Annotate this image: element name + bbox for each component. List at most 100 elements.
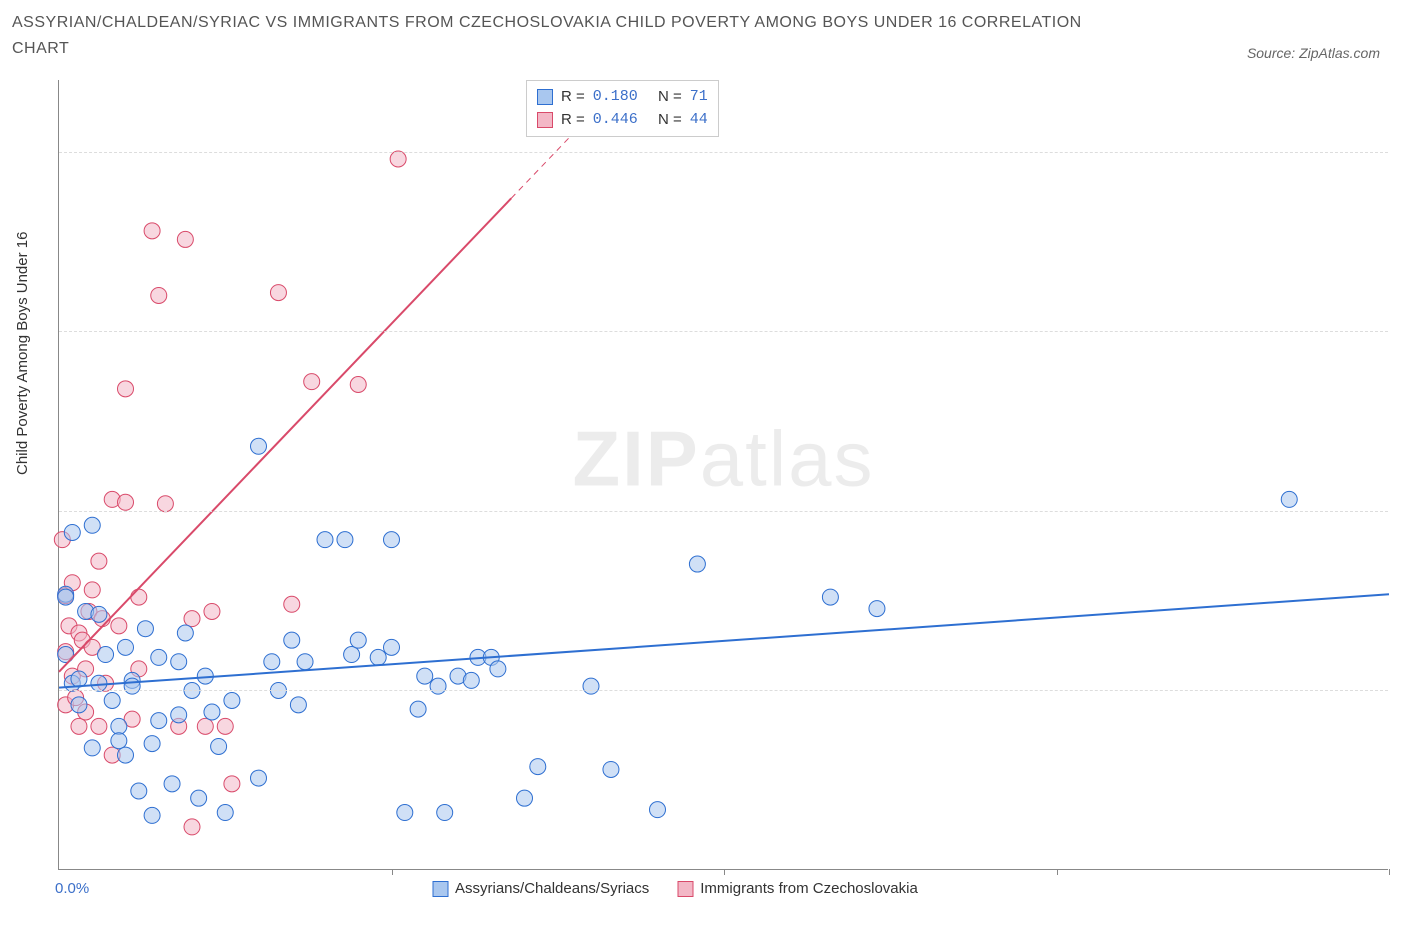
data-point [417, 668, 433, 684]
data-point [251, 770, 267, 786]
data-point [84, 517, 100, 533]
legend-item-series1: Assyrians/Chaldeans/Syriacs [432, 880, 649, 897]
data-point [91, 606, 107, 622]
data-point [98, 647, 114, 663]
data-point [171, 654, 187, 670]
data-point [517, 790, 533, 806]
data-point [350, 377, 366, 393]
data-point [177, 625, 193, 641]
data-point [822, 589, 838, 605]
stats-row-series2: R = 0.446 N = 44 [537, 109, 708, 132]
x-axis-min-label: 0.0% [55, 880, 89, 897]
data-point [151, 287, 167, 303]
data-point [650, 802, 666, 818]
data-point [1281, 491, 1297, 507]
swatch-series1 [537, 89, 553, 105]
data-point [131, 589, 147, 605]
data-point [144, 736, 160, 752]
data-point [131, 783, 147, 799]
data-point [151, 649, 167, 665]
data-point [397, 805, 413, 821]
data-point [583, 678, 599, 694]
data-point [204, 704, 220, 720]
data-point [151, 713, 167, 729]
data-point [390, 151, 406, 167]
data-point [689, 556, 705, 572]
data-point [264, 654, 280, 670]
data-point [344, 647, 360, 663]
data-point [91, 675, 107, 691]
legend-label-series2: Immigrants from Czechoslovakia [700, 880, 918, 897]
source-label: Source: ZipAtlas.com [1247, 45, 1380, 61]
data-point [184, 611, 200, 627]
data-point [71, 671, 87, 687]
data-point [384, 532, 400, 548]
data-point [137, 621, 153, 637]
data-point [869, 601, 885, 617]
data-point [71, 697, 87, 713]
data-point [91, 718, 107, 734]
data-point [184, 819, 200, 835]
legend-bottom: Assyrians/Chaldeans/Syriacs Immigrants f… [432, 880, 918, 897]
data-point [270, 285, 286, 301]
data-point [490, 661, 506, 677]
data-point [124, 678, 140, 694]
data-point [337, 532, 353, 548]
data-point [284, 596, 300, 612]
data-point [144, 223, 160, 239]
data-point [157, 496, 173, 512]
stats-legend-box: R = 0.180 N = 71 R = 0.446 N = 44 [526, 80, 719, 137]
n-value-series1: 71 [690, 86, 708, 109]
data-point [217, 805, 233, 821]
chart-title: ASSYRIAN/CHALDEAN/SYRIAC VS IMMIGRANTS F… [12, 10, 1132, 61]
gridline-h [59, 152, 1388, 153]
data-point [144, 807, 160, 823]
data-point [58, 589, 74, 605]
plot-area: ZIPatlas R = 0.180 N = 71 R = 0.446 N = … [58, 80, 1388, 870]
data-point [111, 618, 127, 634]
n-value-series2: 44 [690, 109, 708, 132]
data-point [317, 532, 333, 548]
gridline-h [59, 331, 1388, 332]
data-point [118, 381, 134, 397]
data-point [111, 733, 127, 749]
stats-row-series1: R = 0.180 N = 71 [537, 86, 708, 109]
legend-label-series1: Assyrians/Chaldeans/Syriacs [455, 880, 649, 897]
swatch-series1 [432, 881, 448, 897]
swatch-series2 [677, 881, 693, 897]
data-point [104, 693, 120, 709]
data-point [290, 697, 306, 713]
r-value-series1: 0.180 [593, 86, 638, 109]
n-label: N = [658, 109, 682, 132]
data-point [370, 649, 386, 665]
data-point [118, 639, 134, 655]
swatch-series2 [537, 112, 553, 128]
data-point [118, 494, 134, 510]
data-point [297, 654, 313, 670]
data-point [91, 553, 107, 569]
x-tick [1057, 869, 1058, 875]
data-point [118, 747, 134, 763]
r-value-series2: 0.446 [593, 109, 638, 132]
data-point [463, 672, 479, 688]
data-point [177, 231, 193, 247]
data-point [284, 632, 300, 648]
scatter-plot-svg [59, 80, 1388, 869]
data-point [410, 701, 426, 717]
data-point [304, 374, 320, 390]
r-label: R = [561, 109, 585, 132]
data-point [224, 693, 240, 709]
data-point [71, 718, 87, 734]
x-tick [1389, 869, 1390, 875]
data-point [251, 438, 267, 454]
data-point [211, 738, 227, 754]
data-point [350, 632, 366, 648]
gridline-h [59, 690, 1388, 691]
n-label: N = [658, 86, 682, 109]
r-label: R = [561, 86, 585, 109]
data-point [191, 790, 207, 806]
data-point [111, 718, 127, 734]
data-point [197, 718, 213, 734]
data-point [164, 776, 180, 792]
data-point [384, 639, 400, 655]
